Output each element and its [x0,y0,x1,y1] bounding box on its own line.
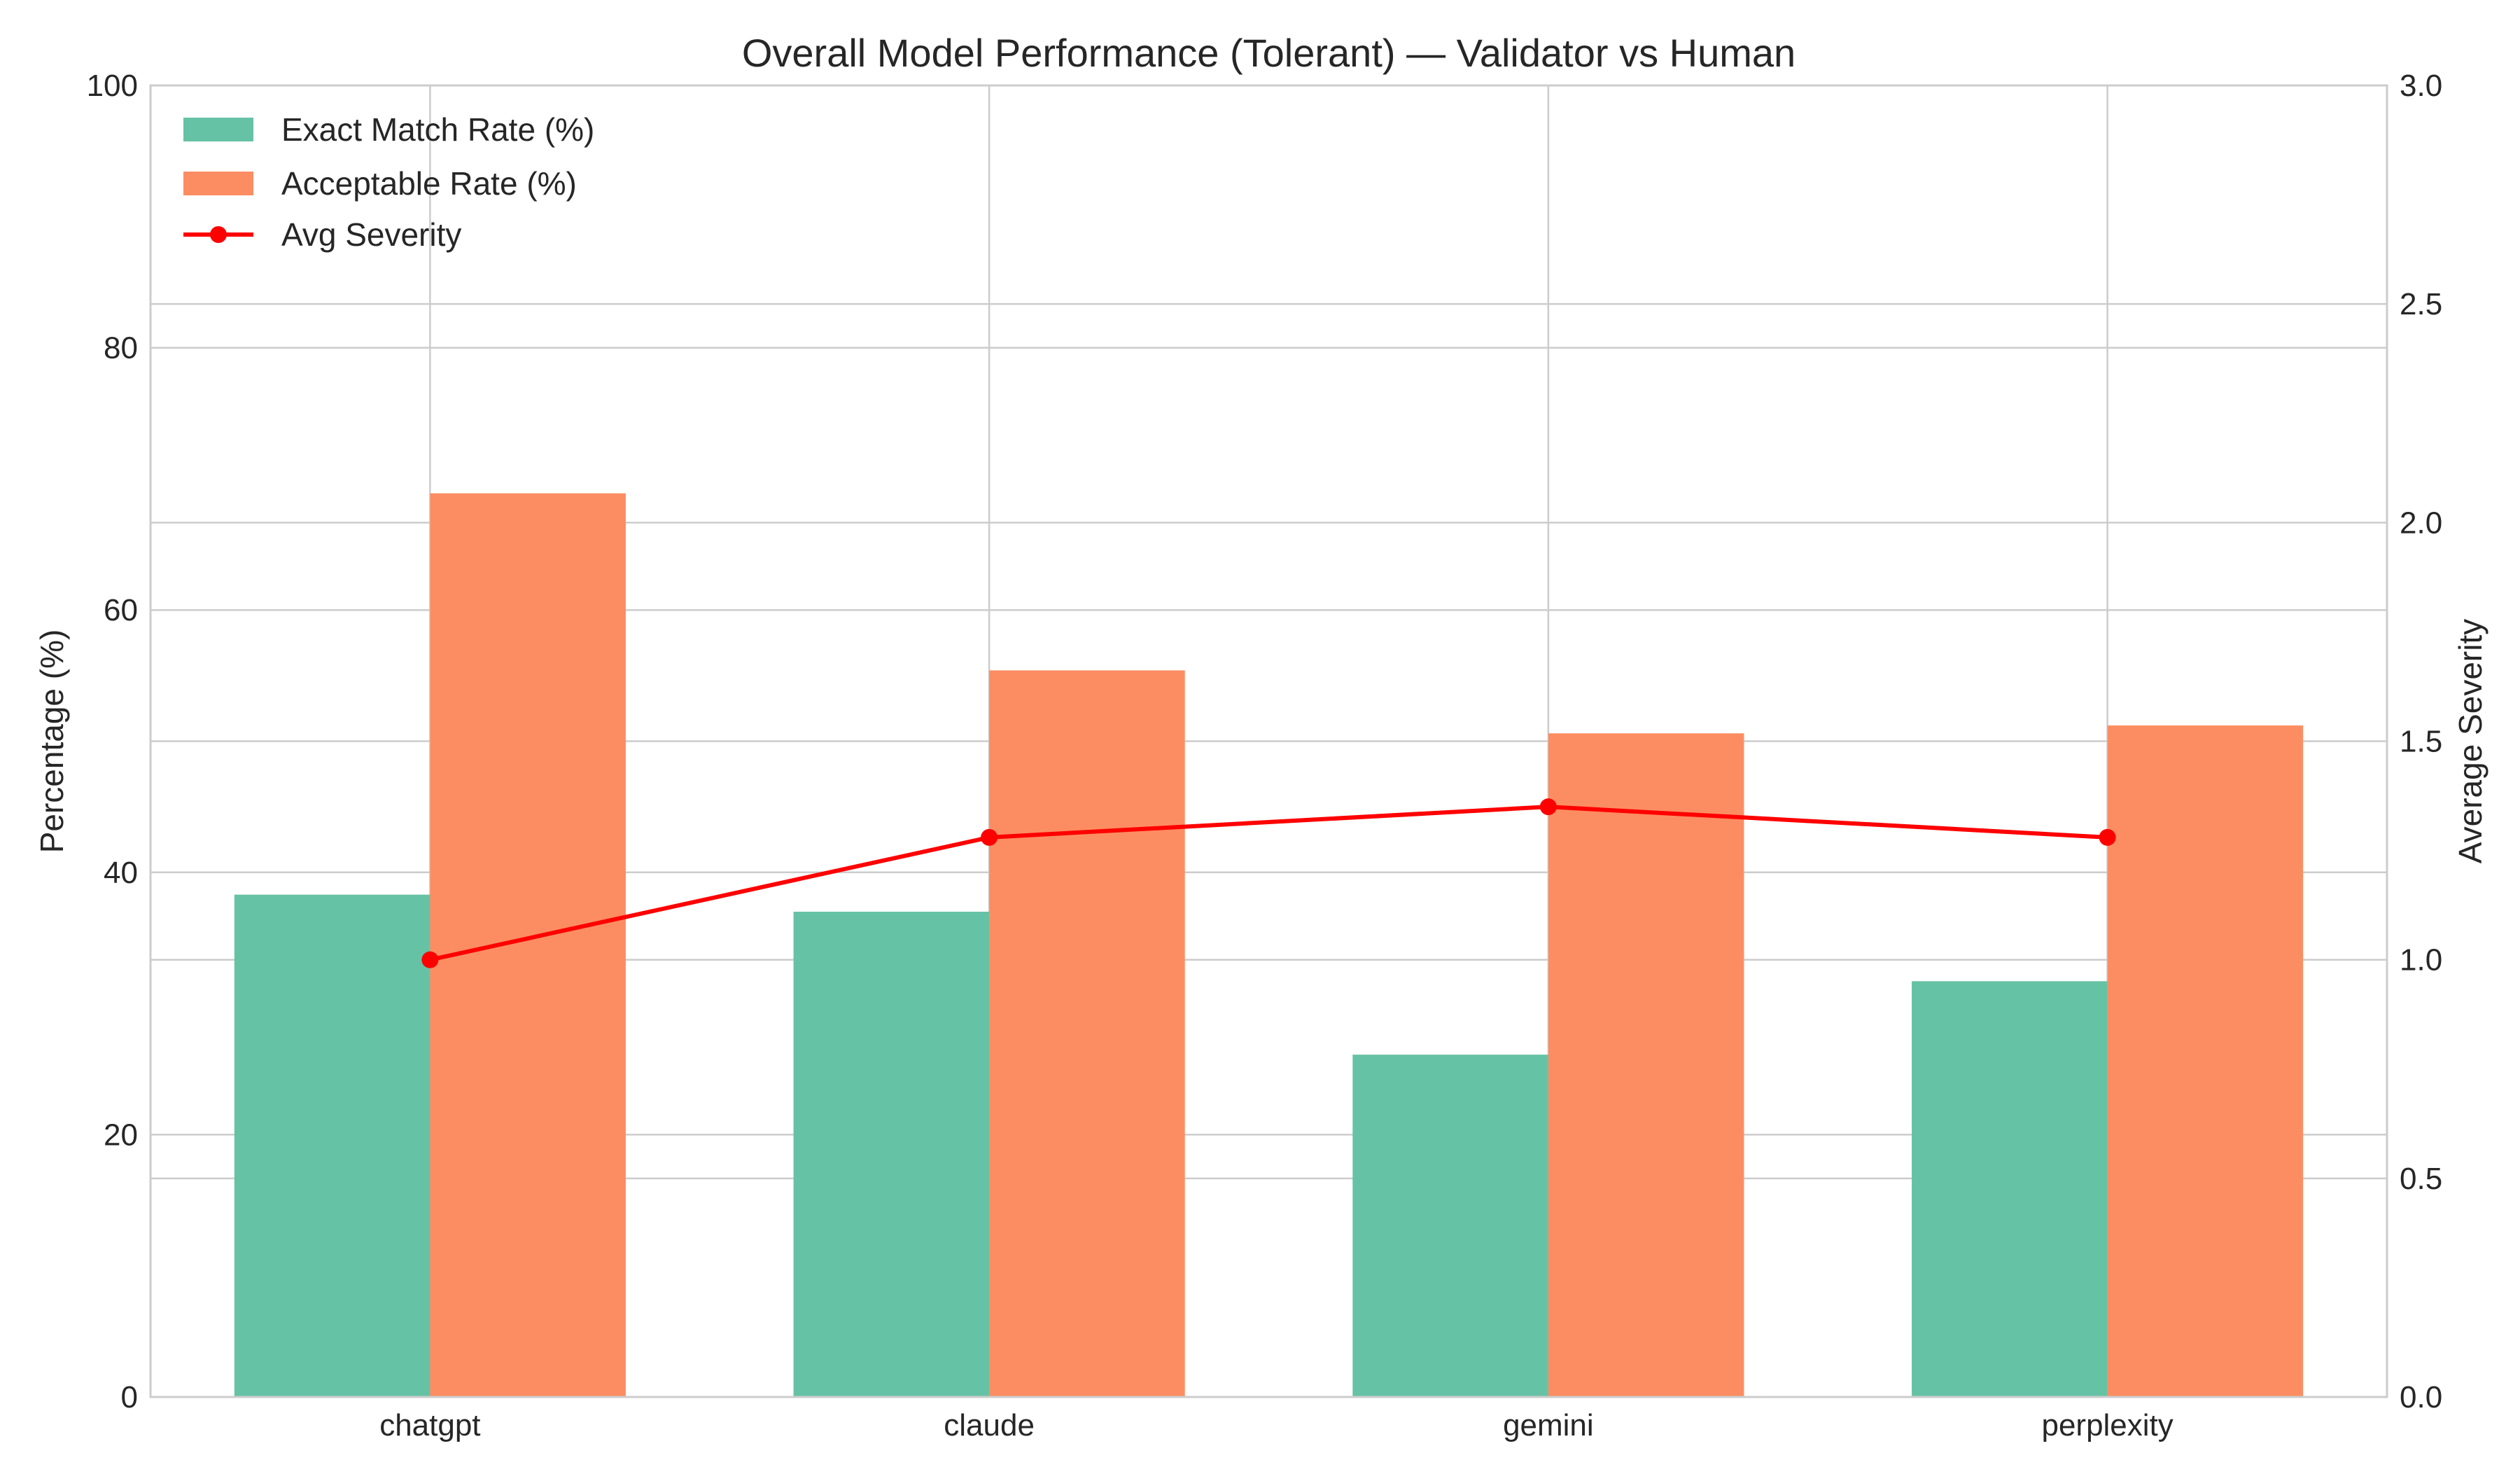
severity-point-chatgpt [421,951,439,968]
plot-frame [149,84,2388,1398]
bar-exact-match-perplexity [1912,981,2108,1397]
legend-label-acceptable: Acceptable Rate (%) [281,165,577,202]
bar-exact-match-gemini [1352,1055,1548,1397]
y-tick-right-6: 3.0 [2400,69,2442,103]
bar-exact-match-chatgpt [234,894,430,1397]
y-tick-right-1: 0.5 [2400,1162,2442,1196]
y-tick-right-3: 1.5 [2400,725,2442,759]
x-tick-claude: claude [944,1408,1035,1442]
y-tick-left-4: 80 [104,331,138,366]
legend-swatch-acceptable [183,172,253,195]
legend-swatch-exact-match [183,118,253,141]
severity-line-group [421,798,2116,968]
legend-marker-avg-severity [210,226,227,243]
y-tick-right-5: 2.5 [2400,287,2442,321]
y-tick-right-2: 1.0 [2400,943,2442,978]
y-tick-left-2: 40 [104,856,138,890]
legend-label-exact-match: Exact Match Rate (%) [281,111,594,148]
x-tick-perplexity: perplexity [2041,1408,2173,1442]
bar-acceptable-claude [989,670,1185,1398]
bar-acceptable-gemini [1548,733,1744,1397]
y-tick-right-4: 2.0 [2400,506,2442,540]
severity-line [429,805,2108,962]
y-tick-left-1: 20 [104,1118,138,1152]
severity-point-claude [981,828,998,846]
severity-point-perplexity [2099,828,2116,846]
y-tick-left-5: 100 [87,69,138,103]
y-axis-label-right: Average Severity [2452,619,2488,863]
x-tick-gemini: gemini [1503,1408,1594,1442]
y-tick-left-0: 0 [121,1380,138,1414]
bars-group [234,493,2304,1398]
bar-acceptable-chatgpt [430,493,626,1398]
y-tick-left-3: 60 [104,593,138,627]
legend: Exact Match Rate (%) Acceptable Rate (%)… [183,111,594,253]
chart-title: Overall Model Performance (Tolerant) — V… [742,31,1795,75]
y-tick-right-0: 0.0 [2400,1380,2442,1414]
x-tick-chatgpt: chatgpt [379,1408,480,1442]
bar-exact-match-claude [793,911,990,1397]
legend-label-avg-severity: Avg Severity [281,216,461,253]
severity-point-gemini [1539,798,1557,816]
bar-acceptable-perplexity [2107,725,2304,1397]
tick-labels: 0 20 40 60 80 100 0.0 0.5 1.0 1.5 2.0 2.5 3.0 chatgpt… [87,69,2443,1442]
y-axis-label-left: Percentage (%) [34,630,70,854]
